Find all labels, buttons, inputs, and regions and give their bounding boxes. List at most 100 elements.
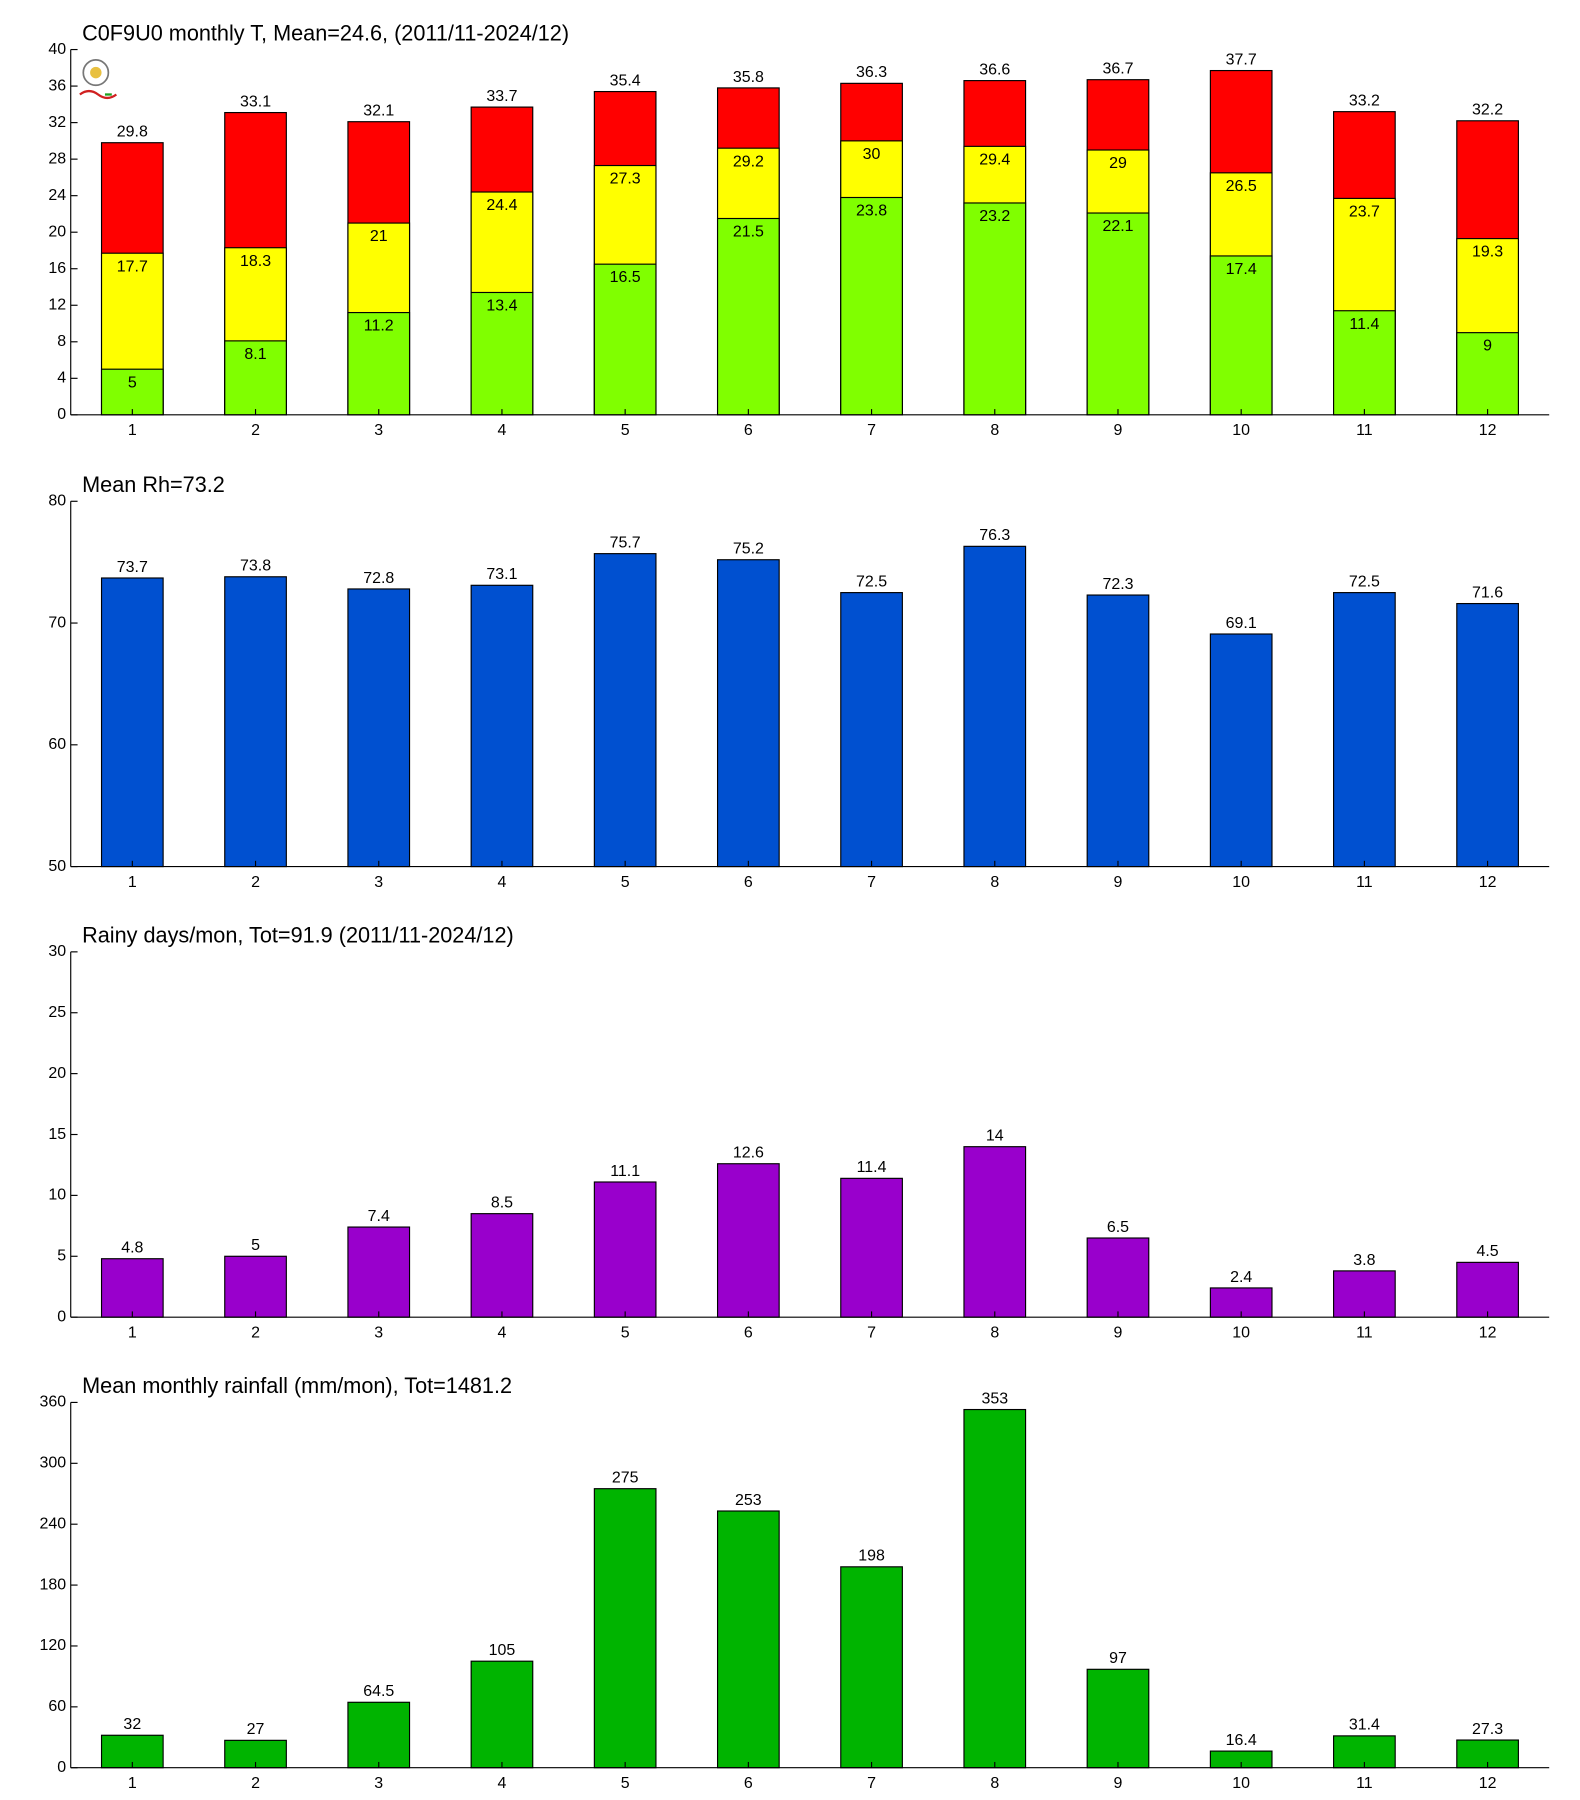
x-tick-label: 3 — [374, 873, 383, 891]
y-tick-label: 0 — [57, 1307, 66, 1325]
value-label: 18.3 — [240, 252, 271, 270]
y-tick-label: 60 — [48, 1697, 66, 1715]
x-tick-label: 7 — [867, 873, 876, 891]
y-tick-label: 16 — [48, 259, 66, 277]
y-tick-label: 28 — [48, 149, 66, 167]
bar — [1333, 1270, 1396, 1318]
x-tick-label: 7 — [867, 421, 876, 439]
x-tick-label: 5 — [621, 1323, 630, 1341]
bar — [840, 196, 903, 416]
value-label: 72.5 — [1349, 572, 1380, 590]
value-label: 13.4 — [486, 296, 517, 314]
value-label: 9 — [1483, 337, 1492, 355]
y-tick-label: 120 — [40, 1636, 67, 1654]
x-tick-label: 5 — [621, 873, 630, 891]
value-label: 31.4 — [1349, 1716, 1380, 1734]
x-tick-label: 6 — [744, 873, 753, 891]
logo — [79, 59, 118, 100]
value-label: 3.8 — [1353, 1251, 1375, 1269]
x-tick-label: 10 — [1232, 873, 1250, 891]
x-tick-label: 7 — [867, 1323, 876, 1341]
value-label: 33.2 — [1349, 91, 1380, 109]
value-label: 4.5 — [1476, 1242, 1498, 1260]
x-tick-label: 5 — [621, 421, 630, 439]
bar — [1086, 212, 1150, 416]
value-label: 37.7 — [1226, 50, 1257, 68]
value-label: 7.4 — [368, 1207, 390, 1225]
bar — [1456, 602, 1519, 868]
y-tick-label: 12 — [48, 295, 66, 313]
value-label: 253 — [735, 1491, 762, 1509]
y-tick-label: 300 — [40, 1454, 67, 1472]
chart-title: C0F9U0 monthly T, Mean=24.6, (2011/11-20… — [82, 20, 569, 45]
value-label: 2.4 — [1230, 1268, 1252, 1286]
value-label: 76.3 — [979, 526, 1010, 544]
value-label: 21.5 — [733, 223, 764, 241]
value-label: 72.3 — [1102, 575, 1133, 593]
y-tick-label: 25 — [48, 1003, 66, 1021]
value-label: 6.5 — [1107, 1218, 1129, 1236]
x-tick-label: 10 — [1232, 421, 1250, 439]
x-tick-label: 7 — [867, 1774, 876, 1792]
bar — [716, 217, 780, 416]
value-label: 11.1 — [610, 1162, 640, 1180]
x-tick-label: 4 — [498, 1774, 507, 1792]
y-tick-label: 32 — [48, 113, 66, 131]
value-label: 64.5 — [363, 1682, 394, 1700]
value-label: 22.1 — [1102, 217, 1133, 235]
bar — [593, 553, 657, 868]
value-label: 29.8 — [117, 123, 148, 141]
bar — [224, 1255, 287, 1318]
value-label: 21 — [370, 227, 388, 245]
y-tick-label: 50 — [48, 857, 66, 875]
y-tick-label: 180 — [40, 1575, 67, 1593]
bar — [1456, 1261, 1519, 1318]
bar — [840, 592, 903, 868]
x-tick-label: 11 — [1356, 873, 1373, 891]
x-tick-label: 2 — [251, 421, 260, 439]
x-tick-label: 11 — [1356, 1774, 1373, 1792]
value-label: 73.7 — [117, 558, 148, 576]
bar — [470, 584, 534, 868]
bar — [963, 545, 1027, 868]
bar — [100, 577, 164, 868]
value-label: 17.7 — [117, 257, 148, 275]
bar — [100, 1258, 164, 1318]
value-label: 275 — [612, 1468, 639, 1486]
x-tick-label: 2 — [251, 1774, 260, 1792]
bar — [963, 1408, 1027, 1769]
y-tick-label: 60 — [48, 735, 66, 753]
bar — [963, 202, 1027, 416]
x-tick-label: 6 — [744, 1774, 753, 1792]
value-label: 35.8 — [733, 68, 764, 86]
x-tick-label: 2 — [251, 1323, 260, 1341]
chart-title: Mean monthly rainfall (mm/mon), Tot=1481… — [82, 1373, 512, 1398]
value-label: 33.1 — [240, 92, 271, 110]
x-tick-label: 12 — [1479, 1774, 1497, 1792]
bar — [840, 1177, 903, 1318]
x-tick-label: 8 — [990, 873, 999, 891]
value-label: 33.7 — [486, 87, 517, 105]
x-tick-label: 12 — [1479, 421, 1497, 439]
value-label: 73.1 — [486, 565, 517, 583]
value-label: 75.7 — [610, 533, 641, 551]
value-label: 24.4 — [486, 196, 517, 214]
x-tick-label: 4 — [498, 421, 507, 439]
value-label: 32 — [123, 1715, 141, 1733]
x-tick-label: 6 — [744, 421, 753, 439]
y-tick-label: 10 — [48, 1186, 66, 1204]
value-label: 27 — [247, 1720, 265, 1738]
value-label: 17.4 — [1226, 260, 1257, 278]
value-label: 14 — [986, 1126, 1004, 1144]
x-tick-label: 3 — [374, 421, 383, 439]
value-label: 97 — [1109, 1649, 1127, 1667]
value-label: 27.3 — [1472, 1720, 1503, 1738]
value-label: 36.3 — [856, 63, 887, 81]
y-tick-label: 80 — [48, 491, 66, 509]
chart-title: Rainy days/mon, Tot=91.9 (2011/11-2024/1… — [82, 923, 514, 948]
bar — [1086, 1668, 1150, 1769]
value-label: 32.1 — [363, 102, 394, 120]
bar — [224, 340, 287, 416]
x-tick-label: 2 — [251, 873, 260, 891]
